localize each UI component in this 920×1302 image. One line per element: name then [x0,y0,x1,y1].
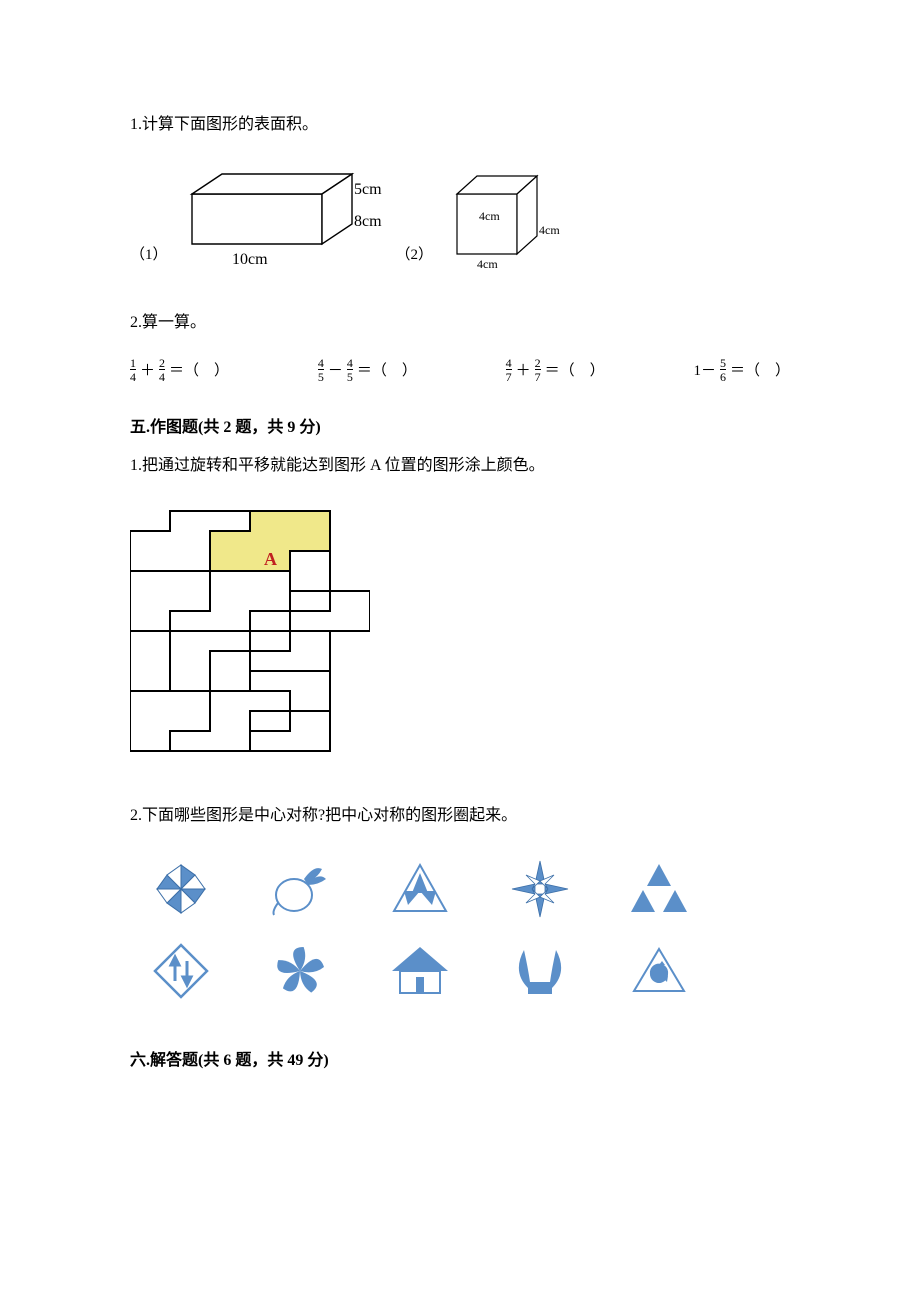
eq4: 1－ 56 ＝（ ） [693,357,790,383]
icon-flower [250,936,352,1006]
q2-text: 2.算一算。 [130,308,790,338]
icon-three-triangles [608,854,710,924]
cuboid-diagram: 5cm 8cm 10cm [182,164,382,274]
cube-diagram: 4cm 4cm 4cm [447,164,567,274]
sec6-title: 六.解答题(共 6 题，共 49 分) [130,1046,790,1070]
tess-label-a: A [264,549,277,569]
symmetry-icons [130,854,710,1006]
cuboid-h: 5cm [354,181,382,198]
sec5-q1: 1.把通过旋转和平移就能达到图形 A 位置的图形涂上颜色。 [130,451,790,481]
cube-b: 4cm [539,223,560,237]
q1-sub1: （1） [130,243,168,264]
cube-c: 4cm [477,257,498,271]
cuboid-l: 10cm [232,251,268,268]
q1-sub2: （2） [396,243,434,264]
icon-lyre [489,936,591,1006]
icon-triangle-star [369,854,471,924]
sec5-title: 五.作图题(共 2 题，共 9 分) [130,413,790,437]
cube-a: 4cm [479,209,500,223]
icon-house [369,936,471,1006]
eq3: 47 ＋ 27 ＝（ ） [506,357,605,383]
q1-figures: （1） 5cm 8cm 10cm （2） 4cm 4cm 4cm [130,164,790,274]
cuboid-w: 8cm [354,213,382,230]
icon-compass-star [489,854,591,924]
icon-radish [250,854,352,924]
q2-equations: 14 ＋ 24 ＝（ ） 45 － 45 ＝（ ） 47 ＋ 27 ＝（ ） 1… [130,357,790,383]
eq1: 14 ＋ 24 ＝（ ） [130,357,229,383]
icon-diamond-arrows [130,936,232,1006]
eq2: 45 － 45 ＝（ ） [318,357,417,383]
q1-text: 1.计算下面图形的表面积。 [130,110,790,140]
icon-pinwheel [130,854,232,924]
icon-recycle-triangle [608,936,710,1006]
tessellation-diagram: A [130,501,790,761]
page: 1.计算下面图形的表面积。 （1） 5cm 8cm 10cm （2） 4cm 4… [0,0,920,1144]
sec5-q2: 2.下面哪些图形是中心对称?把中心对称的图形圈起来。 [130,801,790,831]
